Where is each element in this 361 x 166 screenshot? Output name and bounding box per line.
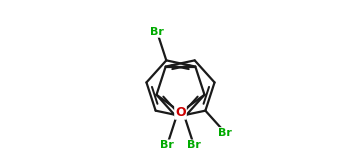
Text: Br: Br: [187, 140, 201, 150]
Text: Br: Br: [160, 140, 174, 150]
Text: Br: Br: [218, 128, 232, 138]
Text: Br: Br: [150, 27, 164, 37]
Text: O: O: [175, 106, 186, 119]
